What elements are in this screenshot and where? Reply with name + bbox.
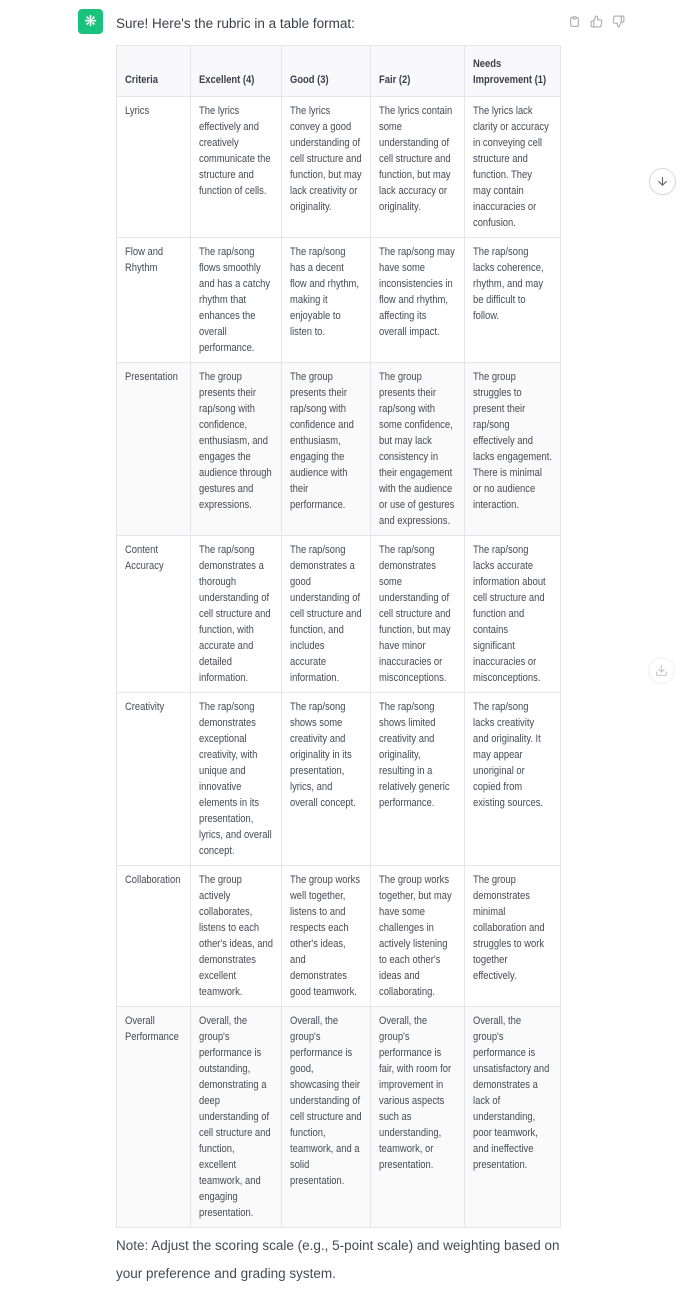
rubric-cell: The rap/song demonstrates exceptional cr…: [190, 692, 282, 866]
rubric-cell: The lyrics lack clarity or accuracy in c…: [464, 96, 561, 238]
message-actions: [566, 13, 626, 29]
rubric-cell: The rap/song shows limited creativity an…: [370, 692, 465, 866]
clipboard-icon: [569, 15, 579, 27]
header-row: Criteria Excellent (4) Good (3) Fair (2)…: [116, 45, 561, 97]
download-icon: [656, 665, 667, 676]
table-row-overall-performance: Overall Performance Overall, the group's…: [116, 1006, 561, 1228]
rubric-cell: The rap/song demonstrates some understan…: [370, 535, 465, 693]
rubric-cell: The lyrics convey a good understanding o…: [281, 96, 371, 238]
thumbs-down-icon: [612, 15, 624, 27]
rubric-cell: The group presents their rap/song with s…: [370, 362, 465, 536]
rubric-cell: The group presents their rap/song with c…: [281, 362, 371, 536]
rubric-cell: Overall, the group's performance is fair…: [370, 1006, 465, 1228]
rubric-cell: Overall, the group's performance is unsa…: [464, 1006, 561, 1228]
criteria-cell: Lyrics: [116, 96, 191, 238]
table-row-lyrics: Lyrics The lyrics effectively and creati…: [116, 96, 561, 238]
arrow-down-icon: [658, 177, 667, 186]
message-intro: Sure! Here's the rubric in a table forma…: [116, 16, 355, 31]
criteria-cell: Creativity: [116, 692, 191, 866]
rubric-cell: The group actively collaborates, listens…: [190, 865, 282, 1007]
column-header-needs-improvement: Needs Improvement (1): [464, 45, 561, 97]
copy-button[interactable]: [566, 13, 582, 29]
column-header-fair: Fair (2): [370, 45, 465, 97]
rubric-cell: The group struggles to present their rap…: [464, 362, 561, 536]
criteria-cell: Content Accuracy: [116, 535, 191, 693]
rubric-cell: The rap/song shows some creativity and o…: [281, 692, 371, 866]
message-note: Note: Adjust the scoring scale (e.g., 5-…: [116, 1238, 560, 1281]
rubric-cell: The rap/song demonstrates a good underst…: [281, 535, 371, 693]
table-row-content-accuracy: Content Accuracy The rap/song demonstrat…: [116, 535, 561, 693]
criteria-cell: Flow and Rhythm: [116, 237, 191, 363]
rubric-cell: The group works well together, listens t…: [281, 865, 371, 1007]
rubric-cell: The rap/song lacks accurate information …: [464, 535, 561, 693]
table-row-flow-and-rhythm: Flow and Rhythm The rap/song flows smoot…: [116, 237, 561, 363]
rubric-cell: The rap/song flows smoothly and has a ca…: [190, 237, 282, 363]
criteria-cell: Overall Performance: [116, 1006, 191, 1228]
download-button[interactable]: [648, 657, 675, 684]
criteria-cell: Collaboration: [116, 865, 191, 1007]
rubric-cell: The rap/song lacks creativity and origin…: [464, 692, 561, 866]
rubric-cell: Overall, the group's performance is good…: [281, 1006, 371, 1228]
rubric-cell: The rap/song may have some inconsistenci…: [370, 237, 465, 363]
rubric-table: Criteria Excellent (4) Good (3) Fair (2)…: [116, 45, 561, 1228]
rubric-cell: Overall, the group's performance is outs…: [190, 1006, 282, 1228]
thumbs-down-button[interactable]: [610, 13, 626, 29]
thumbs-up-button[interactable]: [588, 13, 604, 29]
column-header-good: Good (3): [281, 45, 371, 97]
rubric-cell: The group demonstrates minimal collabora…: [464, 865, 561, 1007]
assistant-avatar: ❋: [78, 9, 103, 34]
rubric-cell: The rap/song demonstrates a thorough und…: [190, 535, 282, 693]
openai-logo-icon: ❋: [84, 12, 97, 30]
table-row-collaboration: Collaboration The group actively collabo…: [116, 865, 561, 1007]
column-header-criteria: Criteria: [116, 45, 191, 97]
rubric-cell: The lyrics effectively and creatively co…: [190, 96, 282, 238]
criteria-cell: Presentation: [116, 362, 191, 536]
column-header-excellent: Excellent (4): [190, 45, 282, 97]
rubric-cell: The rap/song has a decent flow and rhyth…: [281, 237, 371, 363]
rubric-cell: The group presents their rap/song with c…: [190, 362, 282, 536]
thumbs-up-icon: [590, 15, 602, 27]
table-row-creativity: Creativity The rap/song demonstrates exc…: [116, 692, 561, 866]
assistant-message: Sure! Here's the rubric in a table forma…: [116, 15, 562, 1288]
rubric-cell: The group works together, but may have s…: [370, 865, 465, 1007]
scroll-to-bottom-button[interactable]: [649, 168, 676, 195]
rubric-cell: The lyrics contain some understanding of…: [370, 96, 465, 238]
rubric-cell: The rap/song lacks coherence, rhythm, an…: [464, 237, 561, 363]
table-row-presentation: Presentation The group presents their ra…: [116, 362, 561, 536]
